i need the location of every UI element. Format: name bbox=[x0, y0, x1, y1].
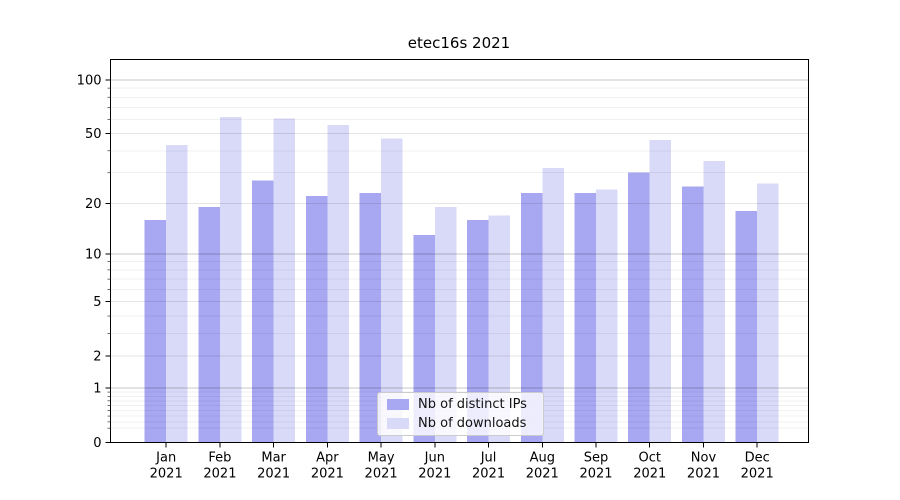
legend: Nb of distinct IPs Nb of downloads bbox=[377, 392, 544, 436]
bar bbox=[434, 207, 457, 443]
x-tick-label-month: Apr bbox=[316, 451, 339, 466]
legend-label: Nb of distinct IPs bbox=[418, 397, 527, 413]
y-tick-label: 100 bbox=[77, 73, 102, 88]
y-tick-label: 20 bbox=[85, 197, 102, 212]
legend-label: Nb of downloads bbox=[418, 415, 527, 431]
bar bbox=[596, 189, 618, 443]
bar bbox=[273, 118, 296, 443]
x-tick-label-year: 2021 bbox=[687, 467, 720, 482]
legend-item-distinct-ips: Nb of distinct IPs bbox=[378, 396, 543, 414]
y-tick-label: 10 bbox=[85, 248, 102, 263]
x-tick-label-year: 2021 bbox=[741, 467, 774, 482]
x-tick-label-month: May bbox=[368, 451, 395, 466]
x-tick-label-year: 2021 bbox=[579, 467, 612, 482]
bar bbox=[305, 196, 328, 443]
bar bbox=[413, 235, 435, 443]
bar bbox=[488, 215, 511, 443]
legend-swatch-distinct-ips bbox=[387, 399, 409, 411]
bar bbox=[467, 219, 489, 443]
bar bbox=[144, 219, 167, 443]
x-tick-label-year: 2021 bbox=[311, 467, 344, 482]
y-tick-label: 0 bbox=[93, 436, 101, 451]
bar bbox=[381, 138, 403, 443]
x-tick-label-month: Aug bbox=[530, 451, 555, 466]
x-tick-label-month: Nov bbox=[691, 451, 717, 466]
x-tick-label-month: Dec bbox=[745, 451, 770, 466]
bar bbox=[520, 192, 543, 443]
y-tick-label: 5 bbox=[93, 295, 101, 310]
bar bbox=[649, 140, 672, 443]
bar bbox=[198, 207, 220, 443]
x-tick-label-month: Jan bbox=[155, 451, 176, 466]
bar bbox=[166, 145, 188, 443]
bar bbox=[359, 192, 382, 443]
x-tick-label-year: 2021 bbox=[365, 467, 398, 482]
x-tick-label-month: Oct bbox=[639, 451, 661, 466]
legend-swatch-downloads bbox=[387, 417, 409, 429]
x-tick-label-year: 2021 bbox=[150, 467, 183, 482]
x-tick-label-year: 2021 bbox=[203, 467, 236, 482]
bar bbox=[327, 124, 349, 443]
bar bbox=[682, 186, 704, 443]
legend-item-downloads: Nb of downloads bbox=[378, 414, 543, 432]
x-tick-label-month: Jul bbox=[480, 451, 497, 466]
bar bbox=[628, 172, 650, 443]
x-tick-label-year: 2021 bbox=[526, 467, 559, 482]
y-tick-label: 50 bbox=[85, 127, 102, 142]
x-tick-label-year: 2021 bbox=[418, 467, 451, 482]
x-tick-label-month: Mar bbox=[261, 451, 286, 466]
x-tick-label-month: Sep bbox=[584, 451, 609, 466]
bar bbox=[757, 183, 779, 443]
x-tick-label-year: 2021 bbox=[472, 467, 505, 482]
bar bbox=[735, 211, 758, 443]
bar bbox=[219, 117, 242, 443]
y-tick-label: 1 bbox=[93, 382, 101, 397]
bar bbox=[252, 180, 274, 443]
plot-frame bbox=[110, 59, 809, 443]
x-tick-label-year: 2021 bbox=[257, 467, 290, 482]
bar bbox=[542, 167, 564, 443]
y-tick-label: 2 bbox=[93, 350, 101, 365]
x-tick-label-year: 2021 bbox=[633, 467, 666, 482]
chart-title: etec16s 2021 bbox=[407, 34, 511, 52]
bar bbox=[574, 192, 596, 443]
x-tick-label-month: Jun bbox=[424, 451, 445, 466]
x-tick-label-month: Feb bbox=[208, 451, 231, 466]
bar bbox=[703, 161, 725, 443]
